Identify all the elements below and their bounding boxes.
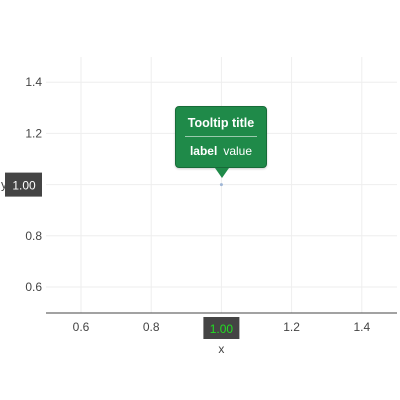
x-tick-label: 1.2 xyxy=(283,320,300,334)
y-hover-label-box xyxy=(5,172,42,197)
y-tick-label: 0.6 xyxy=(25,280,42,294)
x-tick-label: 1.4 xyxy=(353,320,370,334)
x-hover-label-box xyxy=(203,317,240,339)
y-tick-label: 0.8 xyxy=(25,229,42,243)
tooltip-title: Tooltip title xyxy=(187,116,255,130)
y-axis-title: y xyxy=(1,178,7,192)
x-axis-title: x xyxy=(218,342,224,356)
tooltip-value: value xyxy=(223,144,253,158)
tooltip-label: label xyxy=(189,144,218,158)
axis-titles-layer: xy xyxy=(1,178,224,356)
hover-labels-layer: 1.00 1.00 xyxy=(5,172,240,339)
x-tick-label: 0.8 xyxy=(143,320,160,334)
x-tick-label: 0.6 xyxy=(73,320,90,334)
tooltip: Tooltip title label value xyxy=(175,106,267,178)
x-hover-label: 1.00 xyxy=(210,322,234,336)
y-tick-label: 1.4 xyxy=(25,75,42,89)
y-hover-label: 1.00 xyxy=(12,179,36,193)
tooltip-arrow xyxy=(215,168,229,178)
tooltip-divider xyxy=(185,136,257,137)
data-point[interactable] xyxy=(219,183,223,187)
tooltip-body: label value xyxy=(176,143,266,159)
y-tick-label: 1.2 xyxy=(25,126,42,140)
points-layer[interactable] xyxy=(219,183,223,187)
